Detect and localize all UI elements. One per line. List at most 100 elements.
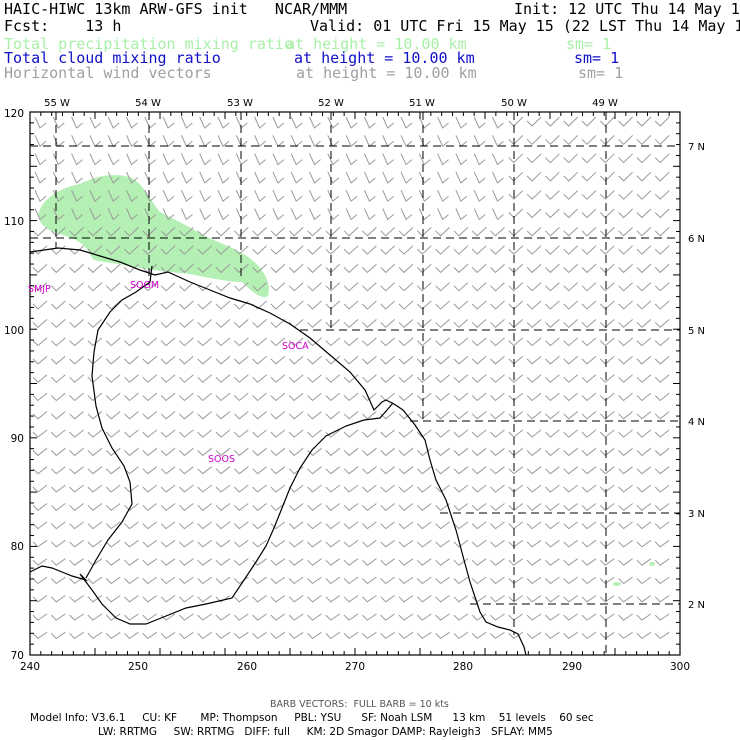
wind-barb — [636, 392, 652, 402]
y-tick-120: 120 — [4, 108, 24, 120]
wind-barb — [179, 300, 194, 310]
wind-barb — [490, 374, 505, 383]
wind-barb — [252, 282, 267, 292]
wind-barb — [124, 595, 139, 603]
wind-barb — [89, 208, 102, 221]
wind-barb — [233, 245, 249, 255]
wind-barb — [581, 466, 597, 475]
wind-barb — [654, 392, 670, 402]
wind-barb — [272, 208, 285, 221]
wind-barb — [288, 521, 304, 530]
wind-barb — [400, 153, 413, 166]
wind-barb — [252, 484, 267, 493]
wind-barb — [272, 116, 285, 129]
wind-barb — [126, 135, 138, 148]
wind-barb — [34, 116, 47, 129]
wind-barb — [69, 337, 84, 347]
wind-barb — [563, 539, 578, 548]
wind-barb — [87, 355, 103, 365]
wind-barb — [599, 355, 615, 365]
wind-barb — [307, 558, 322, 566]
wind-barb — [142, 576, 158, 585]
wind-barb — [327, 171, 340, 184]
wind-barb — [105, 300, 121, 310]
wind-barb — [252, 429, 267, 438]
wind-barb — [618, 227, 633, 237]
wind-barb — [309, 189, 321, 203]
wind-barb — [307, 613, 322, 621]
wind-barb — [179, 558, 194, 566]
wind-barb — [380, 447, 396, 457]
wind-barb — [50, 245, 66, 255]
wind-barb — [197, 558, 212, 566]
wind-barb — [252, 411, 267, 420]
wind-barb — [400, 116, 413, 129]
wind-barb — [618, 447, 633, 457]
wind-barb — [252, 355, 267, 365]
wind-barb — [69, 227, 84, 237]
wind-barb — [179, 539, 194, 548]
wind-barb — [215, 466, 231, 475]
wind-barb — [270, 355, 286, 365]
wind-barb — [50, 576, 66, 585]
wind-barb — [362, 337, 377, 347]
wind-barb — [563, 466, 579, 475]
wind-barb — [636, 411, 652, 420]
wind-barb — [307, 595, 322, 603]
wind-barb — [50, 429, 66, 438]
wind-barb — [235, 208, 248, 221]
wind-barb — [398, 503, 414, 511]
wind-barb — [343, 613, 359, 621]
wind-barb — [325, 263, 341, 274]
wind-barb — [162, 153, 175, 166]
wind-barb — [32, 503, 48, 511]
wind-barb — [34, 189, 47, 203]
wind-barb — [416, 429, 432, 438]
wind-barb — [563, 116, 579, 127]
wind-barb — [435, 503, 450, 511]
wind-barb — [437, 208, 449, 221]
wind-barb — [545, 411, 560, 420]
wind-barb — [636, 484, 652, 493]
wind-barb — [307, 392, 322, 402]
wind-barb — [508, 300, 524, 310]
wind-barb — [400, 208, 413, 221]
wind-barb — [398, 558, 414, 566]
wind-barb — [89, 135, 102, 148]
wind-barb — [288, 503, 304, 511]
wind-barb — [471, 576, 487, 585]
wind-barb — [435, 429, 450, 438]
wind-barb — [453, 319, 469, 328]
wind-barb — [197, 447, 213, 457]
wind-barb — [380, 319, 396, 328]
wind-barb — [343, 558, 359, 566]
wind-barb — [32, 539, 48, 548]
wind-barb — [180, 135, 193, 148]
wind-barb — [599, 429, 615, 438]
wind-barb — [32, 631, 48, 640]
field-wind-name: Horizontal wind vectors — [4, 64, 212, 82]
wind-barb — [307, 337, 322, 347]
wind-barb — [52, 171, 65, 184]
wind-barb — [492, 189, 504, 203]
wind-barb — [490, 319, 505, 328]
wind-barb — [252, 595, 267, 603]
wind-barb — [563, 282, 579, 292]
wind-barb — [618, 521, 633, 530]
wind-barb — [32, 484, 48, 493]
wind-barb — [179, 521, 194, 530]
wind-barb — [160, 355, 176, 365]
wind-barb — [50, 411, 66, 420]
wind-barb — [508, 466, 524, 475]
wind-barb — [343, 521, 359, 530]
wind-barb — [382, 189, 395, 203]
wind-barb — [618, 374, 633, 383]
wind-barb — [215, 263, 231, 274]
wind-barb — [69, 484, 84, 493]
wind-barb — [508, 227, 524, 237]
wind-barb — [435, 558, 450, 566]
wind-barb — [215, 227, 231, 237]
wind-barb — [327, 135, 340, 148]
wind-barb — [490, 355, 505, 365]
wind-barb — [526, 466, 542, 475]
